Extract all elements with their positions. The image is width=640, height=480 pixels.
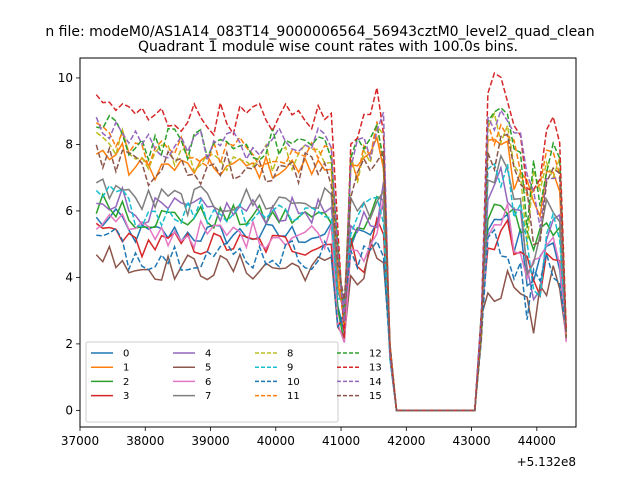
legend-label-3: 3 — [123, 391, 129, 402]
x-tick-label-39000: 39000 — [191, 434, 229, 448]
legend-label-2: 2 — [123, 377, 129, 388]
x-tick-label-44000: 44000 — [518, 434, 556, 448]
legend-label-1: 1 — [123, 363, 129, 374]
chart-suptitle: n file: modeM0/AS1A14_083T14_9000006564_… — [45, 24, 594, 40]
x-tick-label-38000: 38000 — [126, 434, 164, 448]
legend-label-10: 10 — [287, 377, 300, 388]
x-axis: 37000 38000 39000 40000 41000 42000 43000 44000 — [61, 427, 556, 448]
x-tick-label-40000: 40000 — [257, 434, 295, 448]
legend-label-14: 14 — [369, 377, 382, 388]
y-tick-label-10: 10 — [58, 71, 73, 85]
legend-label-8: 8 — [287, 349, 293, 360]
legend-label-12: 12 — [369, 349, 382, 360]
x-offset-label: +5.132e8 — [517, 455, 576, 469]
chart-title: Quadrant 1 module wise count rates with … — [138, 39, 518, 55]
legend-label-9: 9 — [287, 363, 293, 374]
legend-label-13: 13 — [369, 363, 382, 374]
series-line-13 — [95, 71, 567, 412]
legend-label-4: 4 — [205, 349, 211, 360]
series-line-10 — [96, 227, 567, 412]
x-tick-label-37000: 37000 — [61, 434, 99, 448]
y-tick-label-0: 0 — [65, 403, 73, 417]
legend-label-11: 11 — [287, 391, 300, 402]
y-tick-label-2: 2 — [65, 337, 73, 351]
series-line-15 — [95, 133, 567, 412]
series-line-9 — [95, 162, 567, 412]
series-line-14 — [95, 108, 567, 412]
series-layer — [95, 71, 567, 412]
y-axis: 0 2 4 6 8 10 — [58, 71, 80, 417]
legend-label-7: 7 — [205, 391, 211, 402]
x-tick-label-41000: 41000 — [322, 434, 360, 448]
y-tick-label-6: 6 — [65, 204, 73, 218]
y-tick-label-8: 8 — [65, 137, 73, 151]
x-tick-label-43000: 43000 — [452, 434, 490, 448]
plot-frame — [79, 57, 577, 428]
legend-label-0: 0 — [123, 349, 129, 360]
series-line-4 — [96, 164, 567, 412]
y-tick-label-4: 4 — [65, 270, 73, 284]
legend-label-5: 5 — [205, 363, 211, 374]
legend-label-6: 6 — [205, 377, 211, 388]
legend-label-15: 15 — [369, 391, 382, 402]
x-tick-label-42000: 42000 — [387, 434, 425, 448]
series-line-8 — [95, 111, 567, 412]
